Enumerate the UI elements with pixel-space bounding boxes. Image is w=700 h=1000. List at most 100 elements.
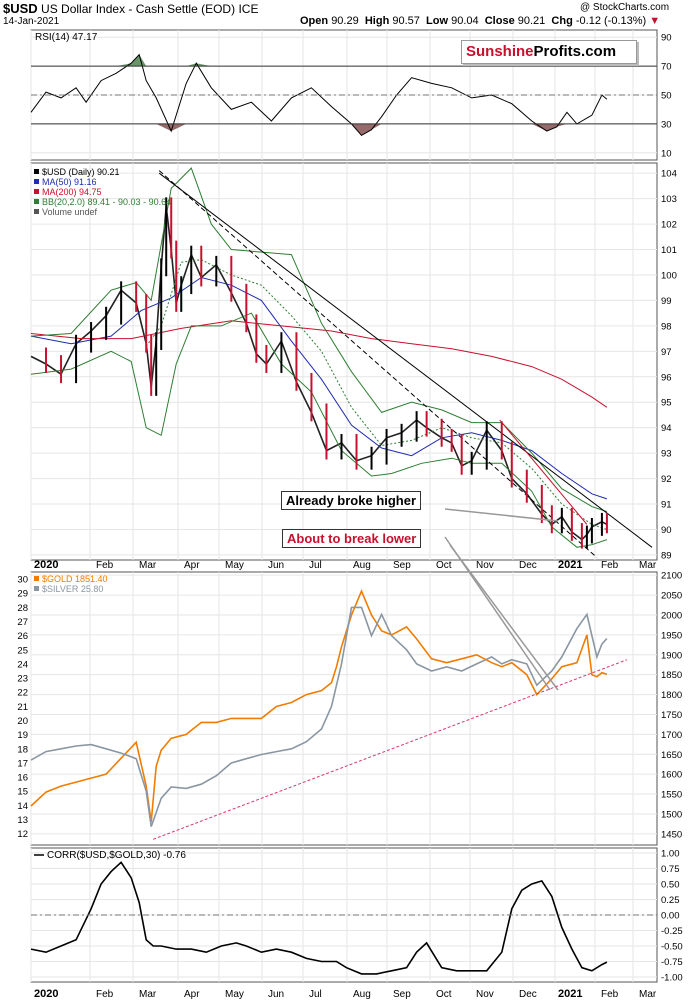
callout-pointer-lower [449, 544, 559, 691]
x-axis-label: Sep [393, 560, 411, 571]
down-arrow-icon: ▼ [649, 15, 661, 27]
y-tick-label-usd: 101 [661, 245, 677, 256]
y-tick-label-usd: 100 [661, 270, 677, 281]
bb-upper-line [30, 167, 608, 513]
x-axis-label: Nov [476, 560, 494, 571]
y-tick-label-left-gold_silver: 26 [17, 631, 28, 642]
usd-legend-entry: BB(20,2.0) 89.41 - 90.03 - 90.64 [42, 197, 171, 207]
y-tick-label-gold_silver: 1650 [661, 750, 682, 761]
y-tick-label-usd: 92 [661, 474, 672, 485]
y-tick-label-corr: -0.25 [661, 926, 683, 937]
y-tick-label-rsi: 10 [661, 148, 672, 159]
x-axis-label: Aug [353, 989, 371, 1000]
corr-line [30, 861, 608, 975]
bb-middle-line [145, 259, 608, 530]
y-tick-label-usd: 93 [661, 449, 672, 460]
gold-legend: $GOLD 1851.40 [42, 574, 108, 584]
open-value: 90.29 [331, 15, 359, 27]
x-axis-label: Mar [139, 560, 157, 571]
x-axis-label: Oct [436, 560, 452, 571]
x-axis-label: 2021 [558, 559, 582, 571]
y-tick-label-usd: 90 [661, 525, 672, 536]
y-tick-label-gold_silver: 1900 [661, 650, 682, 661]
close-value: 90.21 [517, 15, 546, 27]
callout-pointer-lower-2 [444, 536, 551, 691]
support-dashed-line [153, 659, 628, 840]
x-axis-label: Dec [519, 989, 537, 1000]
open-label: Open [300, 15, 329, 27]
y-tick-label-gold_silver: 2050 [661, 591, 682, 602]
y-tick-label-corr: 0.75 [661, 864, 680, 875]
y-tick-label-left-gold_silver: 20 [17, 716, 28, 727]
x-axis-label: Jul [309, 560, 322, 571]
x-axis-label: Mar [639, 989, 657, 1000]
logo-part-2: Profits.com [533, 43, 617, 60]
y-tick-label-left-gold_silver: 25 [17, 645, 28, 656]
x-axis-label: Feb [96, 560, 114, 571]
high-label: High [364, 15, 390, 27]
x-axis-label: May [225, 989, 244, 1000]
y-tick-label-usd: 95 [661, 398, 672, 409]
x-axis-label: 2021 [558, 988, 582, 1000]
y-tick-label-gold_silver: 2000 [661, 610, 682, 621]
y-tick-label-usd: 96 [661, 372, 672, 383]
y-tick-label-left-gold_silver: 24 [17, 659, 28, 670]
y-tick-label-gold_silver: 1450 [661, 829, 682, 840]
y-tick-label-gold_silver: 2100 [661, 571, 682, 582]
y-tick-label-gold_silver: 1850 [661, 670, 682, 681]
y-tick-label-corr: -0.50 [661, 942, 683, 953]
y-tick-label-usd: 104 [661, 169, 677, 180]
y-tick-label-left-gold_silver: 15 [17, 787, 28, 798]
x-axis-label: Sep [393, 989, 411, 1000]
y-tick-label-usd: 91 [661, 500, 672, 511]
y-tick-label-gold_silver: 1550 [661, 790, 682, 801]
x-axis-label: Feb [96, 989, 114, 1000]
y-tick-label-corr: 0.00 [661, 911, 680, 922]
x-axis-label: Feb [601, 560, 619, 571]
ma200-line [30, 320, 608, 408]
callout-broke-higher: Already broke higher [281, 491, 422, 510]
usd-legend-entry: $USD (Daily) 90.21 [42, 167, 120, 177]
ma50-line [30, 276, 608, 500]
chg-value: -0.12 (-0.13%) [575, 15, 647, 27]
usd-legend-entry: MA(200) 94.75 [42, 187, 102, 197]
y-tick-label-left-gold_silver: 30 [17, 575, 28, 586]
y-tick-label-usd: 99 [661, 296, 672, 307]
callout-break-lower: About to break lower [282, 529, 422, 548]
short-term-trendline [499, 419, 588, 525]
sunshine-profits-logo: SunshineProfits.com [461, 40, 637, 64]
y-tick-label-rsi: 70 [661, 62, 672, 73]
y-tick-label-corr: 0.25 [661, 895, 680, 906]
y-tick-label-left-gold_silver: 19 [17, 730, 28, 741]
y-tick-label-rsi: 30 [661, 119, 672, 130]
x-axis-label: 2020 [34, 559, 58, 571]
index-name: US Dollar Index - Cash Settle (EOD) [41, 2, 236, 16]
legend-line-icon [34, 189, 39, 194]
legend-line-icon [34, 199, 39, 204]
low-value: 90.04 [451, 15, 479, 27]
y-tick-label-gold_silver: 1700 [661, 730, 682, 741]
panel-frame-gold_silver [30, 571, 658, 846]
y-tick-label-corr: 1.00 [661, 848, 680, 859]
y-tick-label-corr: 0.50 [661, 879, 680, 890]
logo-part-1: Sunshine [466, 43, 534, 60]
date-label: 14-Jan-2021 [3, 16, 60, 27]
y-tick-label-gold_silver: 1600 [661, 770, 682, 781]
y-tick-label-left-gold_silver: 18 [17, 744, 28, 755]
y-tick-label-left-gold_silver: 12 [17, 829, 28, 840]
x-axis-label: Jun [268, 989, 284, 1000]
y-tick-label-rsi: 90 [661, 33, 672, 44]
rsi-overbought-fill [116, 54, 147, 67]
x-axis-label: Oct [436, 989, 452, 1000]
x-axis-label: Dec [519, 560, 537, 571]
y-tick-label-usd: 97 [661, 347, 672, 358]
callout-pointer-higher [444, 508, 559, 522]
y-tick-label-usd: 94 [661, 423, 672, 434]
rsi-oversold-fill [156, 123, 187, 132]
exchange-label: ICE [238, 2, 259, 16]
x-axis-label: Aug [353, 560, 371, 571]
y-tick-label-left-gold_silver: 16 [17, 773, 28, 784]
y-tick-label-left-gold_silver: 14 [17, 801, 28, 812]
y-tick-label-usd: 98 [661, 321, 672, 332]
